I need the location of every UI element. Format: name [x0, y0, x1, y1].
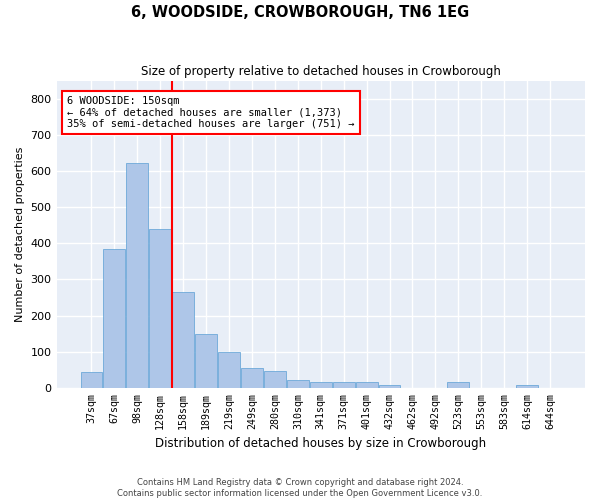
Bar: [310, 382, 332, 388]
Bar: [127, 163, 148, 388]
Y-axis label: Number of detached properties: Number of detached properties: [15, 146, 25, 322]
Text: 6, WOODSIDE, CROWBOROUGH, TN6 1EG: 6, WOODSIDE, CROWBOROUGH, TN6 1EG: [131, 5, 469, 20]
Text: Contains HM Land Registry data © Crown copyright and database right 2024.
Contai: Contains HM Land Registry data © Crown c…: [118, 478, 482, 498]
Bar: [195, 334, 217, 388]
Bar: [379, 385, 400, 388]
Bar: [356, 382, 377, 388]
Title: Size of property relative to detached houses in Crowborough: Size of property relative to detached ho…: [141, 65, 501, 78]
X-axis label: Distribution of detached houses by size in Crowborough: Distribution of detached houses by size …: [155, 437, 487, 450]
Bar: [287, 380, 309, 388]
Bar: [448, 382, 469, 388]
Text: 6 WOODSIDE: 150sqm
← 64% of detached houses are smaller (1,373)
35% of semi-deta: 6 WOODSIDE: 150sqm ← 64% of detached hou…: [67, 96, 355, 129]
Bar: [333, 382, 355, 388]
Bar: [218, 352, 240, 388]
Bar: [172, 292, 194, 388]
Bar: [80, 372, 103, 388]
Bar: [103, 250, 125, 388]
Bar: [516, 385, 538, 388]
Bar: [241, 368, 263, 388]
Bar: [264, 371, 286, 388]
Bar: [149, 230, 171, 388]
